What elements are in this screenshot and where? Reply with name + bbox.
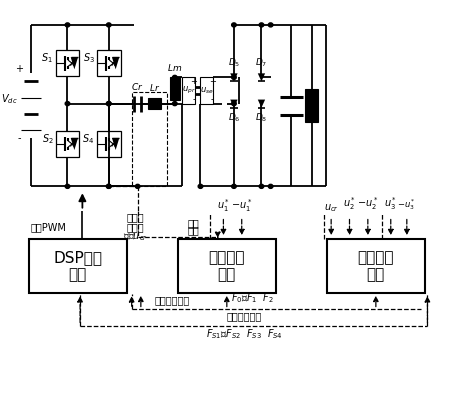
Text: 振电容: 振电容 <box>127 222 144 232</box>
Circle shape <box>232 184 236 188</box>
Circle shape <box>173 102 177 106</box>
Polygon shape <box>71 138 78 150</box>
Bar <box>327 239 425 293</box>
Bar <box>182 77 195 104</box>
Polygon shape <box>112 138 119 150</box>
Text: +: + <box>15 64 23 74</box>
Text: $D_8$: $D_8$ <box>255 112 268 124</box>
Text: DSP控制
电路: DSP控制 电路 <box>53 250 102 282</box>
Circle shape <box>136 184 140 188</box>
Polygon shape <box>71 57 78 69</box>
Circle shape <box>232 75 236 79</box>
Text: 采样谐: 采样谐 <box>127 213 144 223</box>
Circle shape <box>259 184 264 188</box>
Text: $V_{dc}$: $V_{dc}$ <box>1 93 18 107</box>
Circle shape <box>65 102 70 106</box>
Circle shape <box>65 184 70 188</box>
Circle shape <box>173 75 177 79</box>
Text: $D_7$: $D_7$ <box>255 57 268 69</box>
Text: $u_3^*$: $u_3^*$ <box>384 195 397 212</box>
Text: 电压: 电压 <box>188 225 200 235</box>
Bar <box>97 50 121 77</box>
Text: 阈值: 阈值 <box>188 217 200 228</box>
Bar <box>28 239 127 293</box>
Bar <box>148 98 161 109</box>
Bar <box>132 92 166 186</box>
Circle shape <box>107 184 111 188</box>
Text: -: - <box>211 95 214 104</box>
Circle shape <box>107 102 111 106</box>
Bar <box>97 131 121 157</box>
Text: +: + <box>209 77 216 86</box>
Circle shape <box>107 23 111 27</box>
Bar <box>170 77 180 100</box>
Text: 故障判别信号: 故障判别信号 <box>155 295 190 305</box>
Text: 故障定位
电路: 故障定位 电路 <box>357 250 394 282</box>
Text: $-u_3^*$: $-u_3^*$ <box>398 197 416 212</box>
Bar <box>55 50 80 77</box>
Text: $-u_2^*$: $-u_2^*$ <box>357 195 379 212</box>
Text: $S_3$: $S_3$ <box>82 51 94 65</box>
Text: 移相PWM: 移相PWM <box>30 222 66 232</box>
Polygon shape <box>112 57 119 69</box>
Text: -: - <box>192 95 196 104</box>
Text: $S_2$: $S_2$ <box>42 132 53 146</box>
Bar <box>201 77 213 104</box>
Text: $u_1^*$: $u_1^*$ <box>217 197 230 214</box>
Circle shape <box>107 184 111 188</box>
Text: $u_2^*$: $u_2^*$ <box>343 195 356 212</box>
Text: -: - <box>18 133 21 143</box>
Text: $u_{pr}$: $u_{pr}$ <box>182 85 195 96</box>
Polygon shape <box>258 100 265 108</box>
Text: $D_6$: $D_6$ <box>228 112 240 124</box>
Polygon shape <box>230 100 237 108</box>
Text: $D_5$: $D_5$ <box>228 57 240 69</box>
Circle shape <box>232 102 236 106</box>
Bar <box>178 239 276 293</box>
Text: $u_{se}$: $u_{se}$ <box>200 85 214 96</box>
Circle shape <box>259 23 264 27</box>
Text: $u_{cr}$: $u_{cr}$ <box>324 202 339 214</box>
Text: 电压$u_{cr}$: 电压$u_{cr}$ <box>123 231 148 243</box>
Circle shape <box>198 184 203 188</box>
Text: $S_1$: $S_1$ <box>41 51 53 65</box>
Text: $F_{S1}$、$F_{S2}$  $F_{S3}$  $F_{S4}$: $F_{S1}$、$F_{S2}$ $F_{S3}$ $F_{S4}$ <box>206 328 283 341</box>
Circle shape <box>65 23 70 27</box>
Circle shape <box>232 23 236 27</box>
Text: $Lr$: $Lr$ <box>149 82 160 93</box>
Polygon shape <box>258 73 265 81</box>
Circle shape <box>268 23 273 27</box>
Circle shape <box>268 184 273 188</box>
Bar <box>55 131 80 157</box>
Text: 故障位置信号: 故障位置信号 <box>227 311 262 322</box>
Text: $Lm$: $Lm$ <box>167 62 182 73</box>
Text: +: + <box>191 77 198 86</box>
Circle shape <box>107 102 111 106</box>
Bar <box>305 90 319 122</box>
Text: $-u_1^*$: $-u_1^*$ <box>231 197 253 214</box>
Text: 故障诊断
电路: 故障诊断 电路 <box>209 250 245 282</box>
Text: $Cr$: $Cr$ <box>131 81 144 92</box>
Text: $S_4$: $S_4$ <box>82 132 94 146</box>
Text: $F_0$、$F_1$  $F_2$: $F_0$、$F_1$ $F_2$ <box>231 292 274 305</box>
Polygon shape <box>230 73 237 81</box>
